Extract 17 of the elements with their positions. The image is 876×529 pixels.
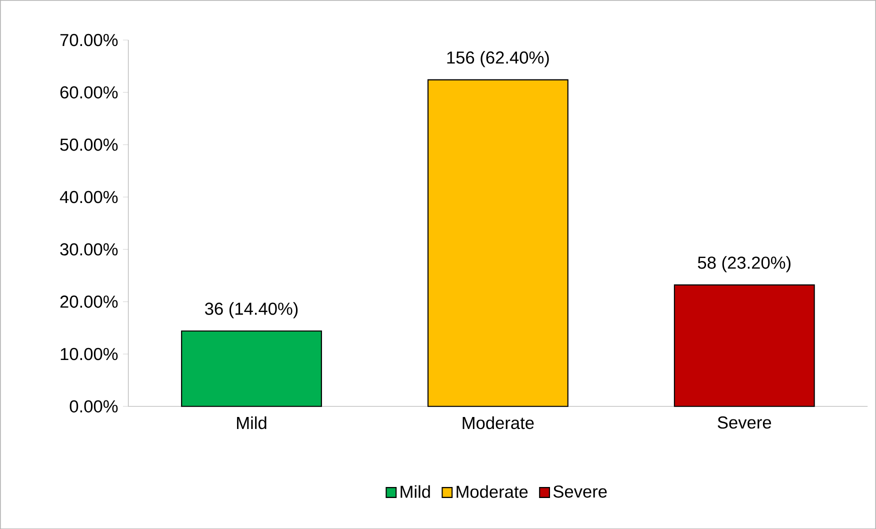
x-tick-label: Severe — [718, 416, 772, 428]
y-tick-label: 60.00% — [60, 86, 118, 98]
legend-label: Mild — [400, 485, 430, 498]
y-tick-label: 50.00% — [60, 138, 118, 151]
data-label: 58 (23.20%) — [698, 256, 790, 272]
legend-label: Moderate — [456, 485, 528, 498]
y-tick-label: 0.00% — [70, 400, 118, 412]
y-tick-label: 20.00% — [60, 295, 118, 308]
y-tick-label: 70.00% — [60, 34, 118, 46]
x-tick-label: Moderate — [462, 416, 534, 429]
y-tick-label: 10.00% — [60, 348, 118, 360]
x-tick-label: Mild — [237, 416, 266, 429]
legend-label: Severe — [553, 485, 607, 498]
data-label: 36 (14.40%) — [205, 302, 298, 318]
data-label: 156 (62.40%) — [447, 50, 549, 67]
y-tick-label: 30.00% — [60, 243, 118, 256]
y-tick-label: 40.00% — [60, 190, 118, 203]
